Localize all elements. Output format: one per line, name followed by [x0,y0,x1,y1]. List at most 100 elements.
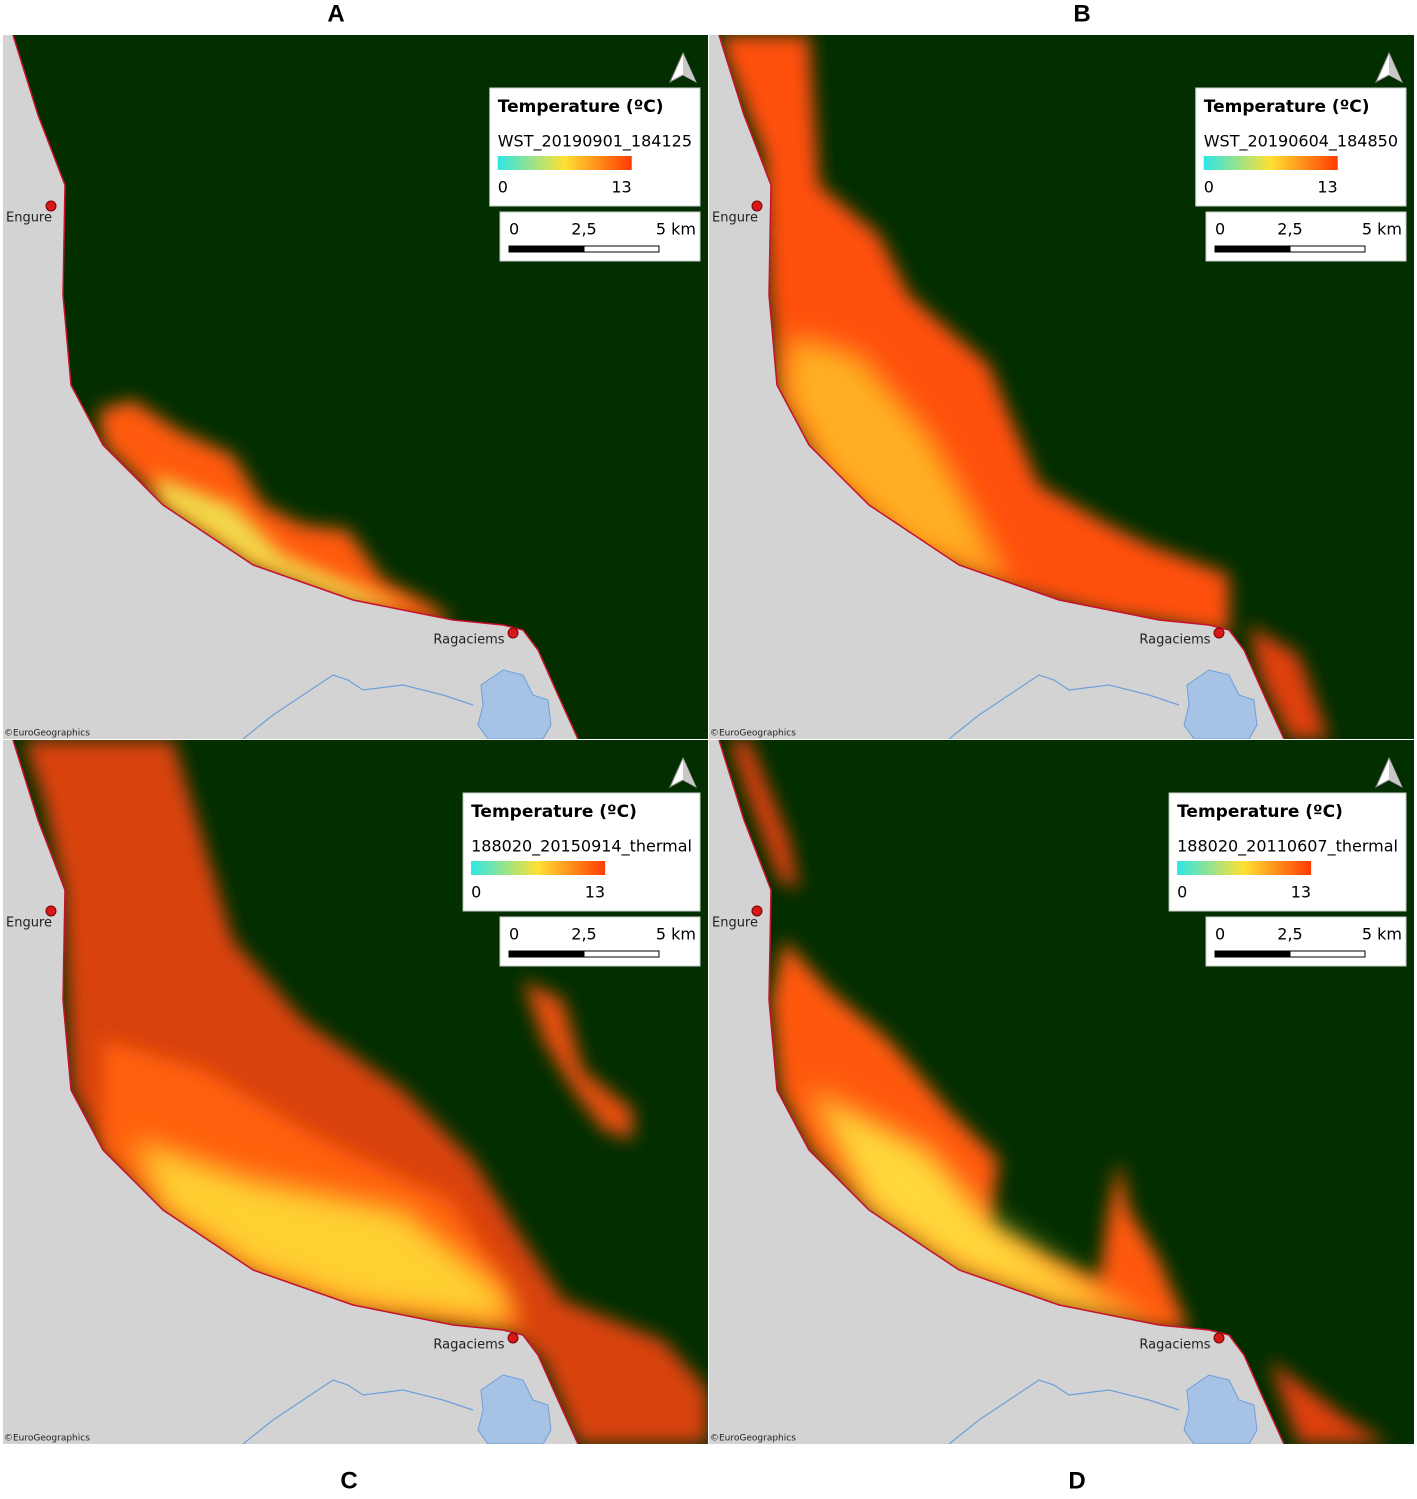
place-label: Engure [6,916,52,931]
coastline [718,740,1285,1444]
legend-title: Temperature (ºC) [471,802,637,822]
panel-label: A [327,0,344,27]
place-label: Ragaciems [433,633,504,648]
scale-label: 5 km [656,220,696,239]
color-ramp [1203,156,1338,170]
legend-layer: 188020_20110607_thermal [1177,837,1398,857]
scale-bar-black [508,950,585,958]
river [242,1379,474,1444]
land [3,35,578,739]
legend-layer: 188020_20150914_thermal [471,837,692,857]
thermal-plume [771,940,1189,1330]
thermal-plume [98,400,453,625]
river [242,674,474,739]
legend-max: 13 [585,883,605,902]
scale-bar-white [583,245,660,253]
thermal-plume [133,1140,513,1325]
scale-label: 2,5 [1277,925,1302,944]
thermal-plume [784,335,1009,585]
map-panel: Engure Ragaciems ©EuroGeographics Temperatu… [709,35,1414,739]
coastline [12,35,579,739]
place-marker [751,200,763,212]
place-label: Engure [6,211,52,226]
legend-max: 13 [1291,883,1311,902]
legend-box [462,792,701,912]
scale-label: 2,5 [1277,220,1302,239]
river [948,1379,1180,1444]
credit: ©EuroGeographics [710,729,796,739]
north-arrow-shade [683,758,696,787]
scale-bar-white [583,950,660,958]
credit: ©EuroGeographics [710,1434,796,1444]
legend-min: 0 [498,178,508,197]
color-ramp [1177,861,1312,875]
legend-layer: WST_20190604_184850 [1204,132,1398,152]
north-arrow-shade [1389,53,1402,82]
thermal-plume [23,740,708,1444]
legend-title: Temperature (ºC) [1177,802,1343,822]
credit: ©EuroGeographics [4,1434,90,1444]
place-marker [1213,627,1225,639]
place-marker [507,1332,519,1344]
legend-box [1195,87,1407,207]
map-panel: Engure Ragaciems ©EuroGeographics Temperatu… [3,35,708,739]
place-label: Engure [712,916,758,931]
coastline [718,35,1285,739]
thermal-plume [153,475,413,610]
legend-title: Temperature (ºC) [1204,97,1370,117]
panel-label: C [340,1467,357,1494]
legend-layer: WST_20190901_184125 [498,132,692,152]
scale-label: 2,5 [571,220,596,239]
place-marker [507,627,519,639]
place-label: Ragaciems [1139,1338,1210,1353]
legend-min: 0 [471,883,481,902]
thermal-plume [809,1090,1159,1325]
panel-label: D [1068,1467,1085,1494]
scale-label: 0 [1215,925,1225,944]
lake [477,1374,552,1444]
scale-label: 5 km [1362,925,1402,944]
thermal-plume [1249,625,1329,739]
scale-box [1205,916,1407,967]
color-ramp [497,156,632,170]
land [709,740,1284,1444]
thermal-plume [1269,1360,1389,1444]
legend-min: 0 [1177,883,1187,902]
place-marker [45,905,57,917]
color-ramp [471,861,606,875]
scale-label: 0 [1215,220,1225,239]
legend-box [489,87,701,207]
legend-max: 13 [1317,178,1337,197]
map-panel: Engure Ragaciems ©EuroGeographics Temperatu… [3,740,708,1444]
legend-max: 13 [611,178,631,197]
land [709,35,1284,739]
place-marker [751,905,763,917]
lake [477,669,552,739]
coastline [12,740,579,1444]
north-arrow-shade [1389,758,1402,787]
lake [1183,1374,1258,1444]
scale-bar-black [1214,950,1291,958]
credit: ©EuroGeographics [4,729,90,739]
legend-title: Temperature (ºC) [498,97,664,117]
place-label: Engure [712,211,758,226]
scale-box [499,211,701,262]
panel-label: B [1073,0,1090,27]
place-marker [1213,1332,1225,1344]
scale-label: 0 [509,925,519,944]
map-panel: Engure Ragaciems ©EuroGeographics Temperatu… [709,740,1414,1444]
scale-label: 0 [509,220,519,239]
place-label: Ragaciems [433,1338,504,1353]
place-label: Ragaciems [1139,633,1210,648]
scale-label: 5 km [656,925,696,944]
land [3,740,578,1444]
scale-label: 2,5 [571,925,596,944]
scale-label: 5 km [1362,220,1402,239]
lake [1183,669,1258,739]
scale-box [499,916,701,967]
thermal-plume [729,740,799,890]
scale-bar-white [1289,245,1366,253]
place-marker [45,200,57,212]
scale-box [1205,211,1407,262]
